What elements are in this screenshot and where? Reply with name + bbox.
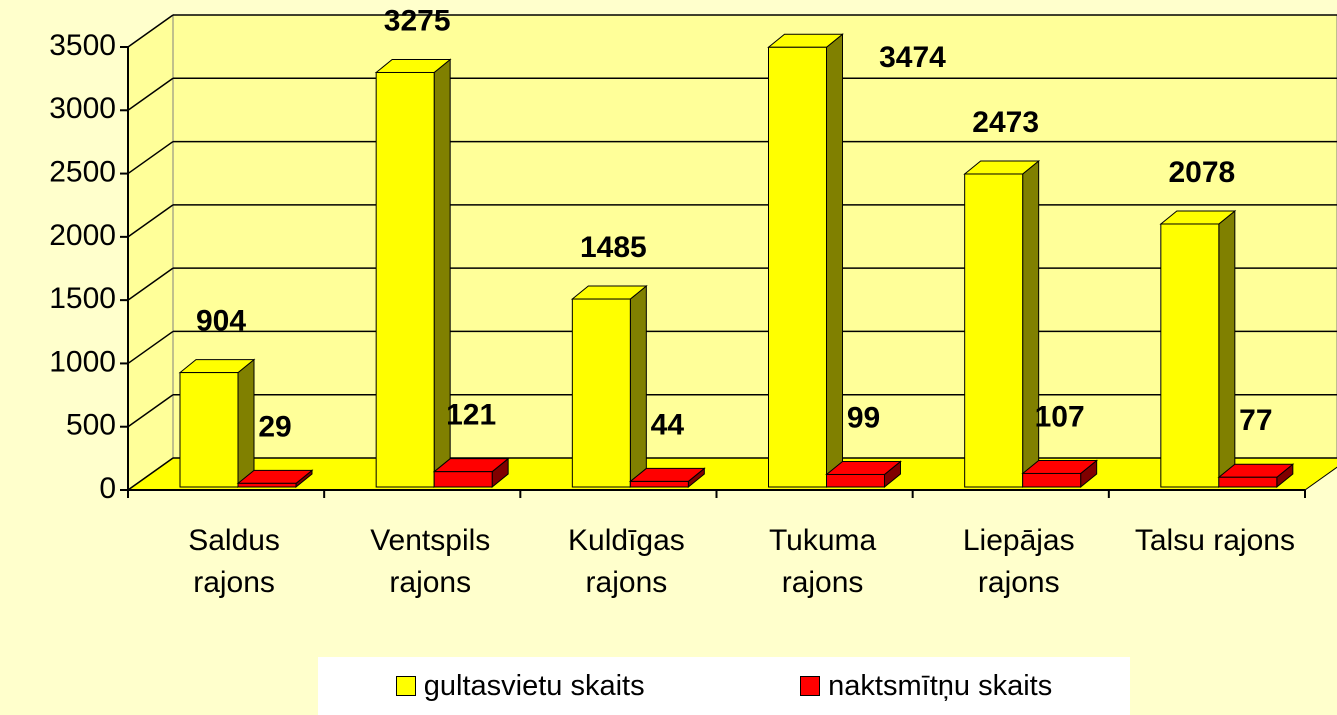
bar xyxy=(375,71,435,488)
value-label: 3474 xyxy=(879,41,946,74)
bar xyxy=(1160,223,1220,488)
value-label: 44 xyxy=(651,408,685,441)
legend-label: gultasvietu skaits xyxy=(423,669,645,702)
grid-line xyxy=(127,457,174,491)
value-label: 3275 xyxy=(384,4,451,37)
y-tick-label: 3500 xyxy=(49,29,116,62)
legend-label: naktsmītņu skaits xyxy=(828,669,1053,702)
x-tick-label: Tukuma rajons xyxy=(768,524,877,599)
bar-side xyxy=(1022,159,1040,489)
bar xyxy=(237,482,297,488)
bar-side xyxy=(237,358,255,489)
bar xyxy=(768,46,827,488)
value-label: 121 xyxy=(446,399,496,432)
bar xyxy=(964,173,1024,488)
value-label: 2078 xyxy=(1168,156,1235,189)
y-tick-label: 1000 xyxy=(49,345,116,378)
grid-line xyxy=(127,394,174,428)
value-label: 77 xyxy=(1239,404,1272,437)
side-wall xyxy=(127,14,174,491)
grid-line xyxy=(127,204,174,238)
value-label: 2473 xyxy=(972,106,1039,139)
legend-swatch xyxy=(800,676,821,696)
x-tick-label: Talsu rajons xyxy=(1134,524,1295,557)
bar xyxy=(1022,472,1082,488)
value-label: 904 xyxy=(196,305,246,338)
grid-line xyxy=(127,140,174,175)
bar-side xyxy=(629,284,647,489)
bar-side xyxy=(826,33,843,489)
bar xyxy=(571,298,631,488)
value-label: 29 xyxy=(258,410,291,443)
y-tick-label: 0 xyxy=(99,472,116,505)
y-tick-label: 3000 xyxy=(49,92,116,125)
x-tick-label: Ventspils rajons xyxy=(370,524,491,599)
value-label: 1485 xyxy=(580,231,647,264)
value-label: 107 xyxy=(1035,400,1085,433)
legend-item: naktsmītņu skaits xyxy=(800,670,1052,703)
grid-line xyxy=(127,14,174,48)
bar xyxy=(629,480,689,488)
grid-line xyxy=(127,77,174,111)
y-tick-label: 500 xyxy=(66,409,116,442)
y-tick-label: 2500 xyxy=(49,155,116,188)
x-tick-label: Saldus rajons xyxy=(188,524,280,599)
grid-line xyxy=(127,267,174,301)
value-label: 99 xyxy=(847,401,880,434)
bar xyxy=(1218,476,1278,488)
bar xyxy=(179,372,239,488)
y-tick-label: 1500 xyxy=(49,282,116,315)
legend-swatch xyxy=(395,676,416,696)
y-tick-label: 2000 xyxy=(49,219,116,252)
grid-line xyxy=(127,330,174,365)
bar xyxy=(433,471,493,488)
x-tick-label: Kuldīgas rajons xyxy=(568,524,685,599)
x-tick-label: Liepājas rajons xyxy=(962,524,1075,599)
legend: gultasvietu skaits naktsmītņu skaits xyxy=(318,657,1130,715)
bar-side xyxy=(1218,209,1236,489)
bar xyxy=(826,473,885,488)
legend-item: gultasvietu skaits xyxy=(395,669,645,703)
